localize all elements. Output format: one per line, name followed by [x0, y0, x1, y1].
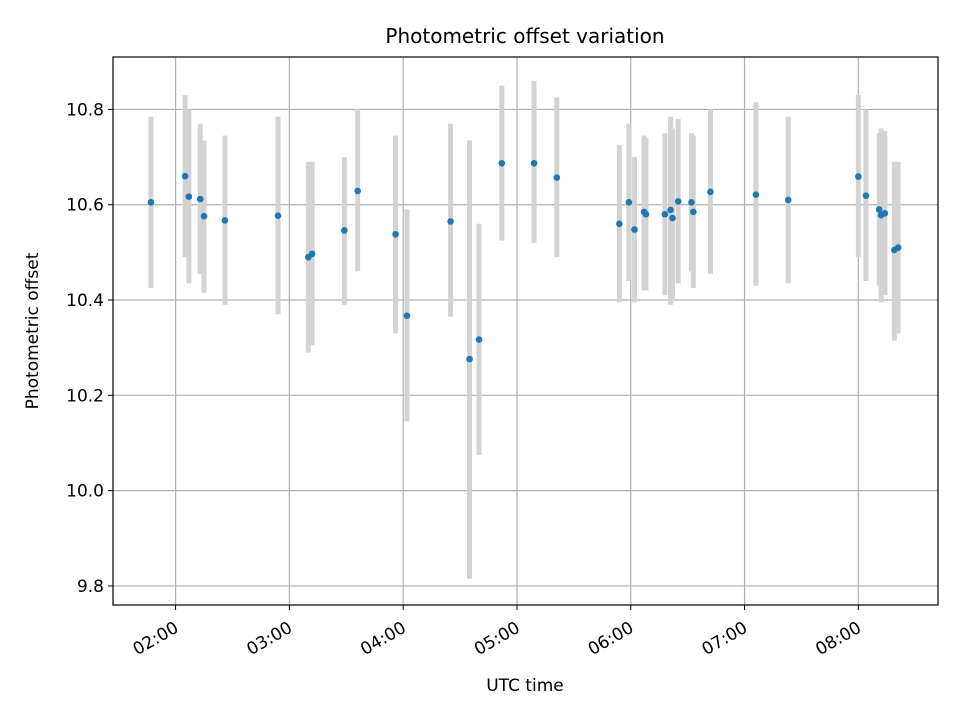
- data-point: [667, 206, 674, 214]
- data-point: [221, 217, 229, 224]
- data-point: [475, 336, 483, 343]
- data-point: [185, 193, 193, 200]
- y-axis: 9.8 10.0 10.2 10.4 10.6 10.8: [66, 100, 113, 597]
- data-point: [661, 210, 669, 218]
- data-point: [200, 212, 208, 220]
- data-point: [616, 220, 623, 228]
- data-point: [274, 212, 282, 219]
- data-point: [341, 227, 348, 234]
- data-points: [147, 159, 902, 363]
- data-point: [181, 172, 189, 180]
- data-point: [784, 196, 792, 204]
- data-point: [894, 244, 902, 251]
- data-point: [855, 173, 862, 180]
- y-tick-label: 10.6: [66, 196, 104, 216]
- data-point: [631, 226, 638, 233]
- plot-frame: [112, 56, 939, 606]
- data-point: [147, 199, 155, 206]
- data-point: [392, 230, 399, 238]
- data-point: [530, 159, 538, 167]
- data-point: [881, 209, 889, 217]
- data-point: [308, 250, 316, 258]
- y-tick-label: 10.0: [66, 482, 104, 502]
- data-point: [498, 159, 506, 167]
- y-tick-label: 10.4: [66, 291, 104, 311]
- x-axis-label: UTC time: [486, 676, 564, 696]
- y-tick-label: 9.8: [77, 577, 104, 597]
- data-point: [466, 355, 473, 363]
- data-point: [403, 312, 411, 320]
- data-point: [690, 208, 697, 216]
- chart-title: Photometric offset variation: [385, 24, 664, 48]
- data-point: [625, 199, 633, 206]
- data-point: [752, 191, 760, 199]
- data-point: [669, 214, 676, 222]
- data-point: [688, 199, 695, 206]
- data-point: [642, 210, 650, 218]
- data-point: [674, 198, 682, 205]
- data-point: [862, 192, 870, 199]
- grid-lines: [113, 57, 938, 605]
- y-tick-label: 10.2: [66, 386, 104, 406]
- data-point: [875, 206, 883, 213]
- data-point: [707, 188, 714, 196]
- data-point: [553, 174, 561, 181]
- y-axis-label: Photometric offset: [23, 252, 43, 409]
- data-point: [447, 218, 454, 225]
- y-tick-label: 10.8: [66, 100, 104, 120]
- data-point: [354, 187, 361, 195]
- data-point: [196, 195, 204, 203]
